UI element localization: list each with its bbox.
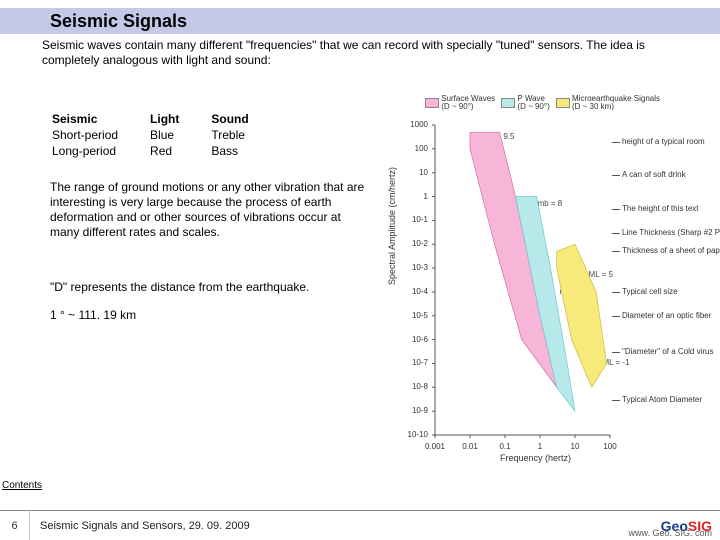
col1-row2: Long-period bbox=[52, 144, 148, 158]
body-paragraph: The range of ground motions or any other… bbox=[50, 180, 370, 240]
col1-header: Seismic bbox=[52, 112, 148, 126]
footer-url: www. Geo. SIG. com bbox=[628, 528, 712, 538]
page-title: Seismic Signals bbox=[50, 11, 187, 32]
col3-header: Sound bbox=[211, 112, 278, 126]
title-bar: Seismic Signals bbox=[0, 8, 720, 34]
col1-row1: Short-period bbox=[52, 128, 148, 142]
col2-row2: Red bbox=[150, 144, 209, 158]
col2-header: Light bbox=[150, 112, 209, 126]
page-number: 6 bbox=[0, 511, 30, 540]
d-explanation: "D" represents the distance from the ear… bbox=[50, 280, 370, 294]
col3-row1: Treble bbox=[211, 128, 278, 142]
degree-km: 1 ° ~ 111. 19 km bbox=[50, 308, 136, 322]
footer: 6 Seismic Signals and Sensors, 29. 09. 2… bbox=[0, 510, 720, 540]
footer-text: Seismic Signals and Sensors, 29. 09. 200… bbox=[30, 520, 661, 532]
analogy-table: Seismic Light Sound Short-period Blue Tr… bbox=[50, 110, 281, 160]
col2-row1: Blue bbox=[150, 128, 209, 142]
intro-text: Seismic waves contain many different "fr… bbox=[42, 38, 682, 68]
contents-link[interactable]: Contents bbox=[2, 480, 42, 491]
chart-svg bbox=[395, 95, 710, 465]
spectral-amplitude-chart: Surface Waves(D ~ 90°) P Wave(D ~ 90°) M… bbox=[395, 95, 710, 465]
col3-row2: Bass bbox=[211, 144, 278, 158]
